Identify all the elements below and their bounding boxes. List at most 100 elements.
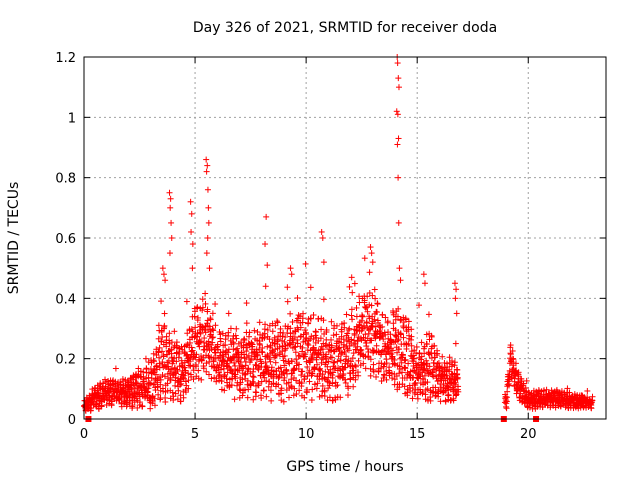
data-point	[304, 386, 311, 393]
data-point	[201, 335, 208, 342]
data-point	[312, 381, 319, 388]
data-point	[320, 296, 327, 303]
data-point	[95, 405, 102, 412]
data-point	[307, 315, 314, 322]
data-point	[173, 358, 180, 365]
data-point	[217, 338, 224, 345]
data-point	[206, 371, 213, 378]
data-point	[177, 381, 184, 388]
data-point	[254, 352, 261, 359]
data-point	[320, 259, 327, 266]
data-point	[193, 363, 200, 370]
data-point	[188, 228, 195, 235]
data-point	[274, 318, 281, 325]
data-point	[177, 398, 184, 405]
data-point	[349, 289, 356, 296]
data-point	[183, 298, 190, 305]
data-point	[296, 387, 303, 394]
data-point	[395, 219, 402, 226]
data-point	[133, 379, 140, 386]
data-point	[263, 377, 270, 384]
axis-ticks: 0 0.2 0.4 0.6 0.8 1 1.2 0 5 10 15 20	[55, 51, 606, 442]
data-point	[226, 364, 233, 371]
data-point	[150, 350, 157, 357]
data-point	[228, 367, 235, 374]
data-point	[256, 319, 263, 326]
data-point	[368, 250, 375, 257]
data-point	[313, 354, 320, 361]
data-point	[285, 379, 292, 386]
data-point	[243, 320, 250, 327]
chart-title: Day 326 of 2021, SRMTID for receiver dod…	[193, 20, 497, 36]
data-point	[370, 361, 377, 368]
data-point	[278, 385, 285, 392]
data-point	[258, 395, 265, 402]
data-point	[176, 350, 183, 357]
y-tick-label: 0	[68, 413, 76, 428]
data-point	[263, 213, 270, 220]
data-point	[191, 313, 198, 320]
data-point	[162, 277, 169, 284]
data-point	[314, 361, 321, 368]
y-tick-label: 0.2	[55, 353, 76, 368]
data-point	[343, 311, 350, 318]
data-point	[224, 363, 231, 370]
data-point	[297, 324, 304, 331]
data-point	[145, 385, 152, 392]
data-point	[230, 340, 237, 347]
data-point	[298, 380, 305, 387]
data-point	[302, 351, 309, 358]
data-point	[289, 319, 296, 326]
data-point	[182, 367, 189, 374]
data-point	[304, 363, 311, 370]
data-point	[284, 284, 291, 291]
data-point	[293, 377, 300, 384]
data-point	[223, 375, 230, 382]
data-point	[293, 356, 300, 363]
data-point	[307, 284, 314, 291]
data-point	[239, 376, 246, 383]
data-point	[318, 354, 325, 361]
data-point	[206, 265, 213, 272]
data-point	[172, 382, 179, 389]
data-point	[151, 395, 158, 402]
data-point	[290, 339, 297, 346]
data-point	[266, 356, 273, 363]
data-point	[286, 394, 293, 401]
data-point	[317, 335, 324, 342]
data-point	[394, 111, 401, 118]
data-point	[316, 366, 323, 373]
data-point	[157, 381, 164, 388]
data-point	[205, 204, 212, 211]
data-point	[237, 379, 244, 386]
data-point	[194, 330, 201, 337]
data-point	[210, 334, 217, 341]
data-point	[420, 271, 427, 278]
data-point	[261, 374, 268, 381]
data-point	[313, 385, 320, 392]
data-point	[156, 354, 163, 361]
data-point	[421, 280, 428, 287]
data-point	[395, 174, 402, 181]
data-point	[175, 354, 182, 361]
x-tick-label: 5	[191, 427, 199, 442]
data-point	[177, 392, 184, 399]
data-point	[503, 405, 510, 412]
data-point	[244, 377, 251, 384]
data-point	[584, 387, 591, 394]
data-point	[353, 304, 360, 311]
data-point	[199, 304, 206, 311]
data-point	[309, 370, 316, 377]
data-point	[166, 189, 173, 196]
data-point	[252, 361, 259, 368]
data-point	[187, 339, 194, 346]
data-point	[348, 312, 355, 319]
y-tick-label: 0.6	[55, 232, 76, 247]
data-point	[292, 349, 299, 356]
data-point	[222, 342, 229, 349]
data-point	[302, 260, 309, 267]
data-point	[233, 325, 240, 332]
data-point	[147, 405, 154, 412]
data-point	[264, 262, 271, 269]
data-point	[203, 360, 210, 367]
